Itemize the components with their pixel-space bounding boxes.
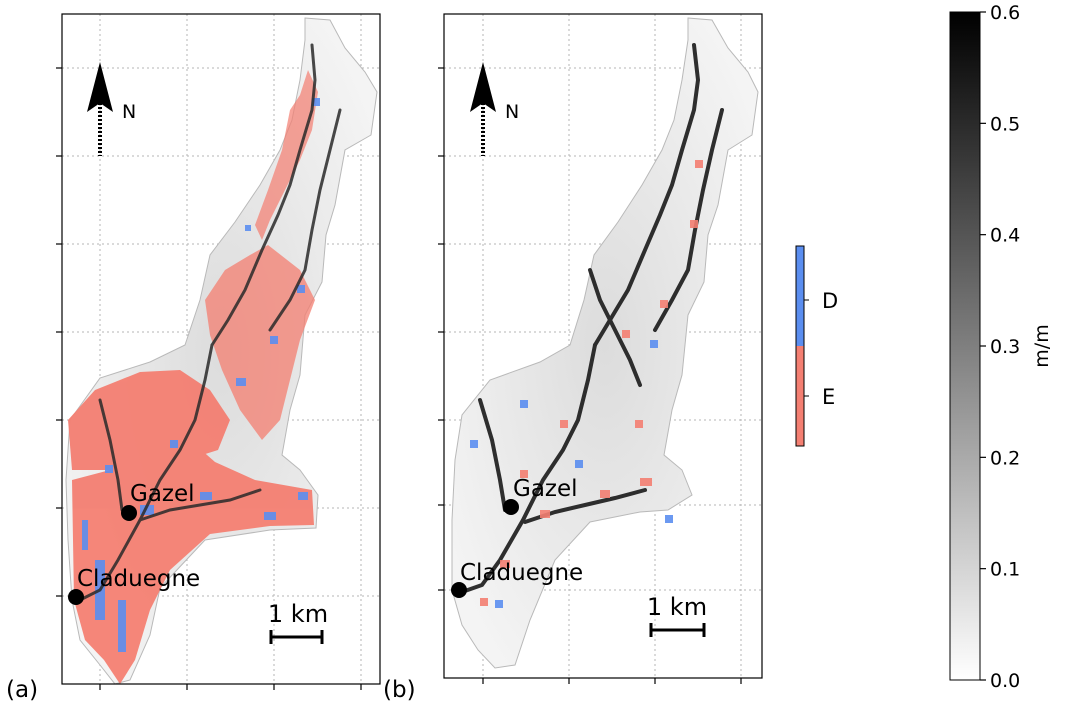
panel-a: N 1 km Gazel Claduegne (a): [6, 14, 380, 702]
colorbar-gradient: [950, 12, 980, 680]
panel-b-scale-label: 1 km: [647, 593, 707, 621]
panel-b-label: (b): [383, 677, 416, 702]
legend-swatch-e: [796, 346, 804, 446]
legend-swatch-d: [796, 246, 804, 346]
colorbar: 0.0 0.1 0.2 0.3 0.4 0.5 0.6 m/m: [950, 2, 1053, 692]
panel-b: N 1 km Gazel Claduegne (b): [383, 14, 762, 702]
panel-a-place-gazel-label: Gazel: [130, 481, 195, 507]
panel-a-north-label: N: [122, 101, 136, 123]
colorbar-label: m/m: [1031, 324, 1053, 367]
panel-b-north-arrow: N: [470, 62, 519, 156]
panel-a-scale-bar: 1 km: [268, 600, 328, 644]
panel-b-north-label: N: [505, 101, 519, 123]
panel-b-scale-bar: 1 km: [647, 593, 707, 637]
place-marker-icon: [121, 505, 137, 521]
legend-label-d: D: [822, 289, 838, 313]
panel-a-place-claduegne-label: Claduegne: [77, 566, 200, 592]
panel-b-place-claduegne-label: Claduegne: [460, 560, 583, 586]
panel-a-north-arrow: N: [87, 62, 136, 156]
colorbar-tick-label: 0.0: [990, 670, 1020, 692]
colorbar-tick-label: 0.5: [990, 113, 1020, 135]
panel-a-scale-label: 1 km: [268, 600, 328, 628]
panel-a-label: (a): [6, 677, 38, 702]
colorbar-tick-label: 0.4: [990, 225, 1020, 247]
legend-label-e: E: [822, 385, 835, 409]
panel-b-place-gazel-label: Gazel: [513, 476, 578, 502]
colorbar-tick-label: 0.2: [990, 447, 1020, 469]
colorbar-tick-label: 0.3: [990, 336, 1020, 358]
colorbar-ticks: 0.0 0.1 0.2 0.3 0.4 0.5 0.6: [980, 2, 1020, 692]
colorbar-tick-label: 0.1: [990, 559, 1020, 581]
colorbar-tick-label: 0.6: [990, 2, 1020, 24]
category-legend: D E: [796, 246, 838, 446]
